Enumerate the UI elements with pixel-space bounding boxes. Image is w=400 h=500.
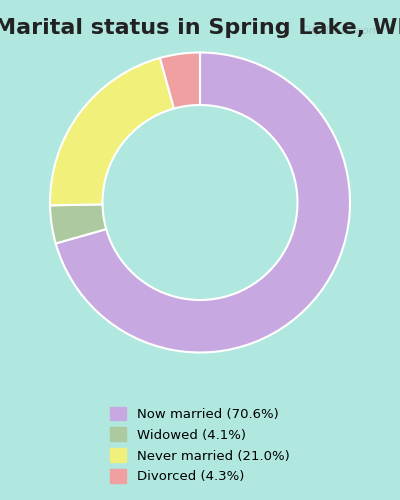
Wedge shape [56, 52, 350, 352]
Wedge shape [160, 52, 200, 108]
Text: City-Data.com: City-Data.com [300, 26, 380, 36]
Wedge shape [50, 58, 174, 206]
Wedge shape [50, 204, 106, 244]
Legend: Now married (70.6%), Widowed (4.1%), Never married (21.0%), Divorced (4.3%): Now married (70.6%), Widowed (4.1%), Nev… [104, 400, 296, 490]
Text: Marital status in Spring Lake, WI: Marital status in Spring Lake, WI [0, 18, 400, 38]
